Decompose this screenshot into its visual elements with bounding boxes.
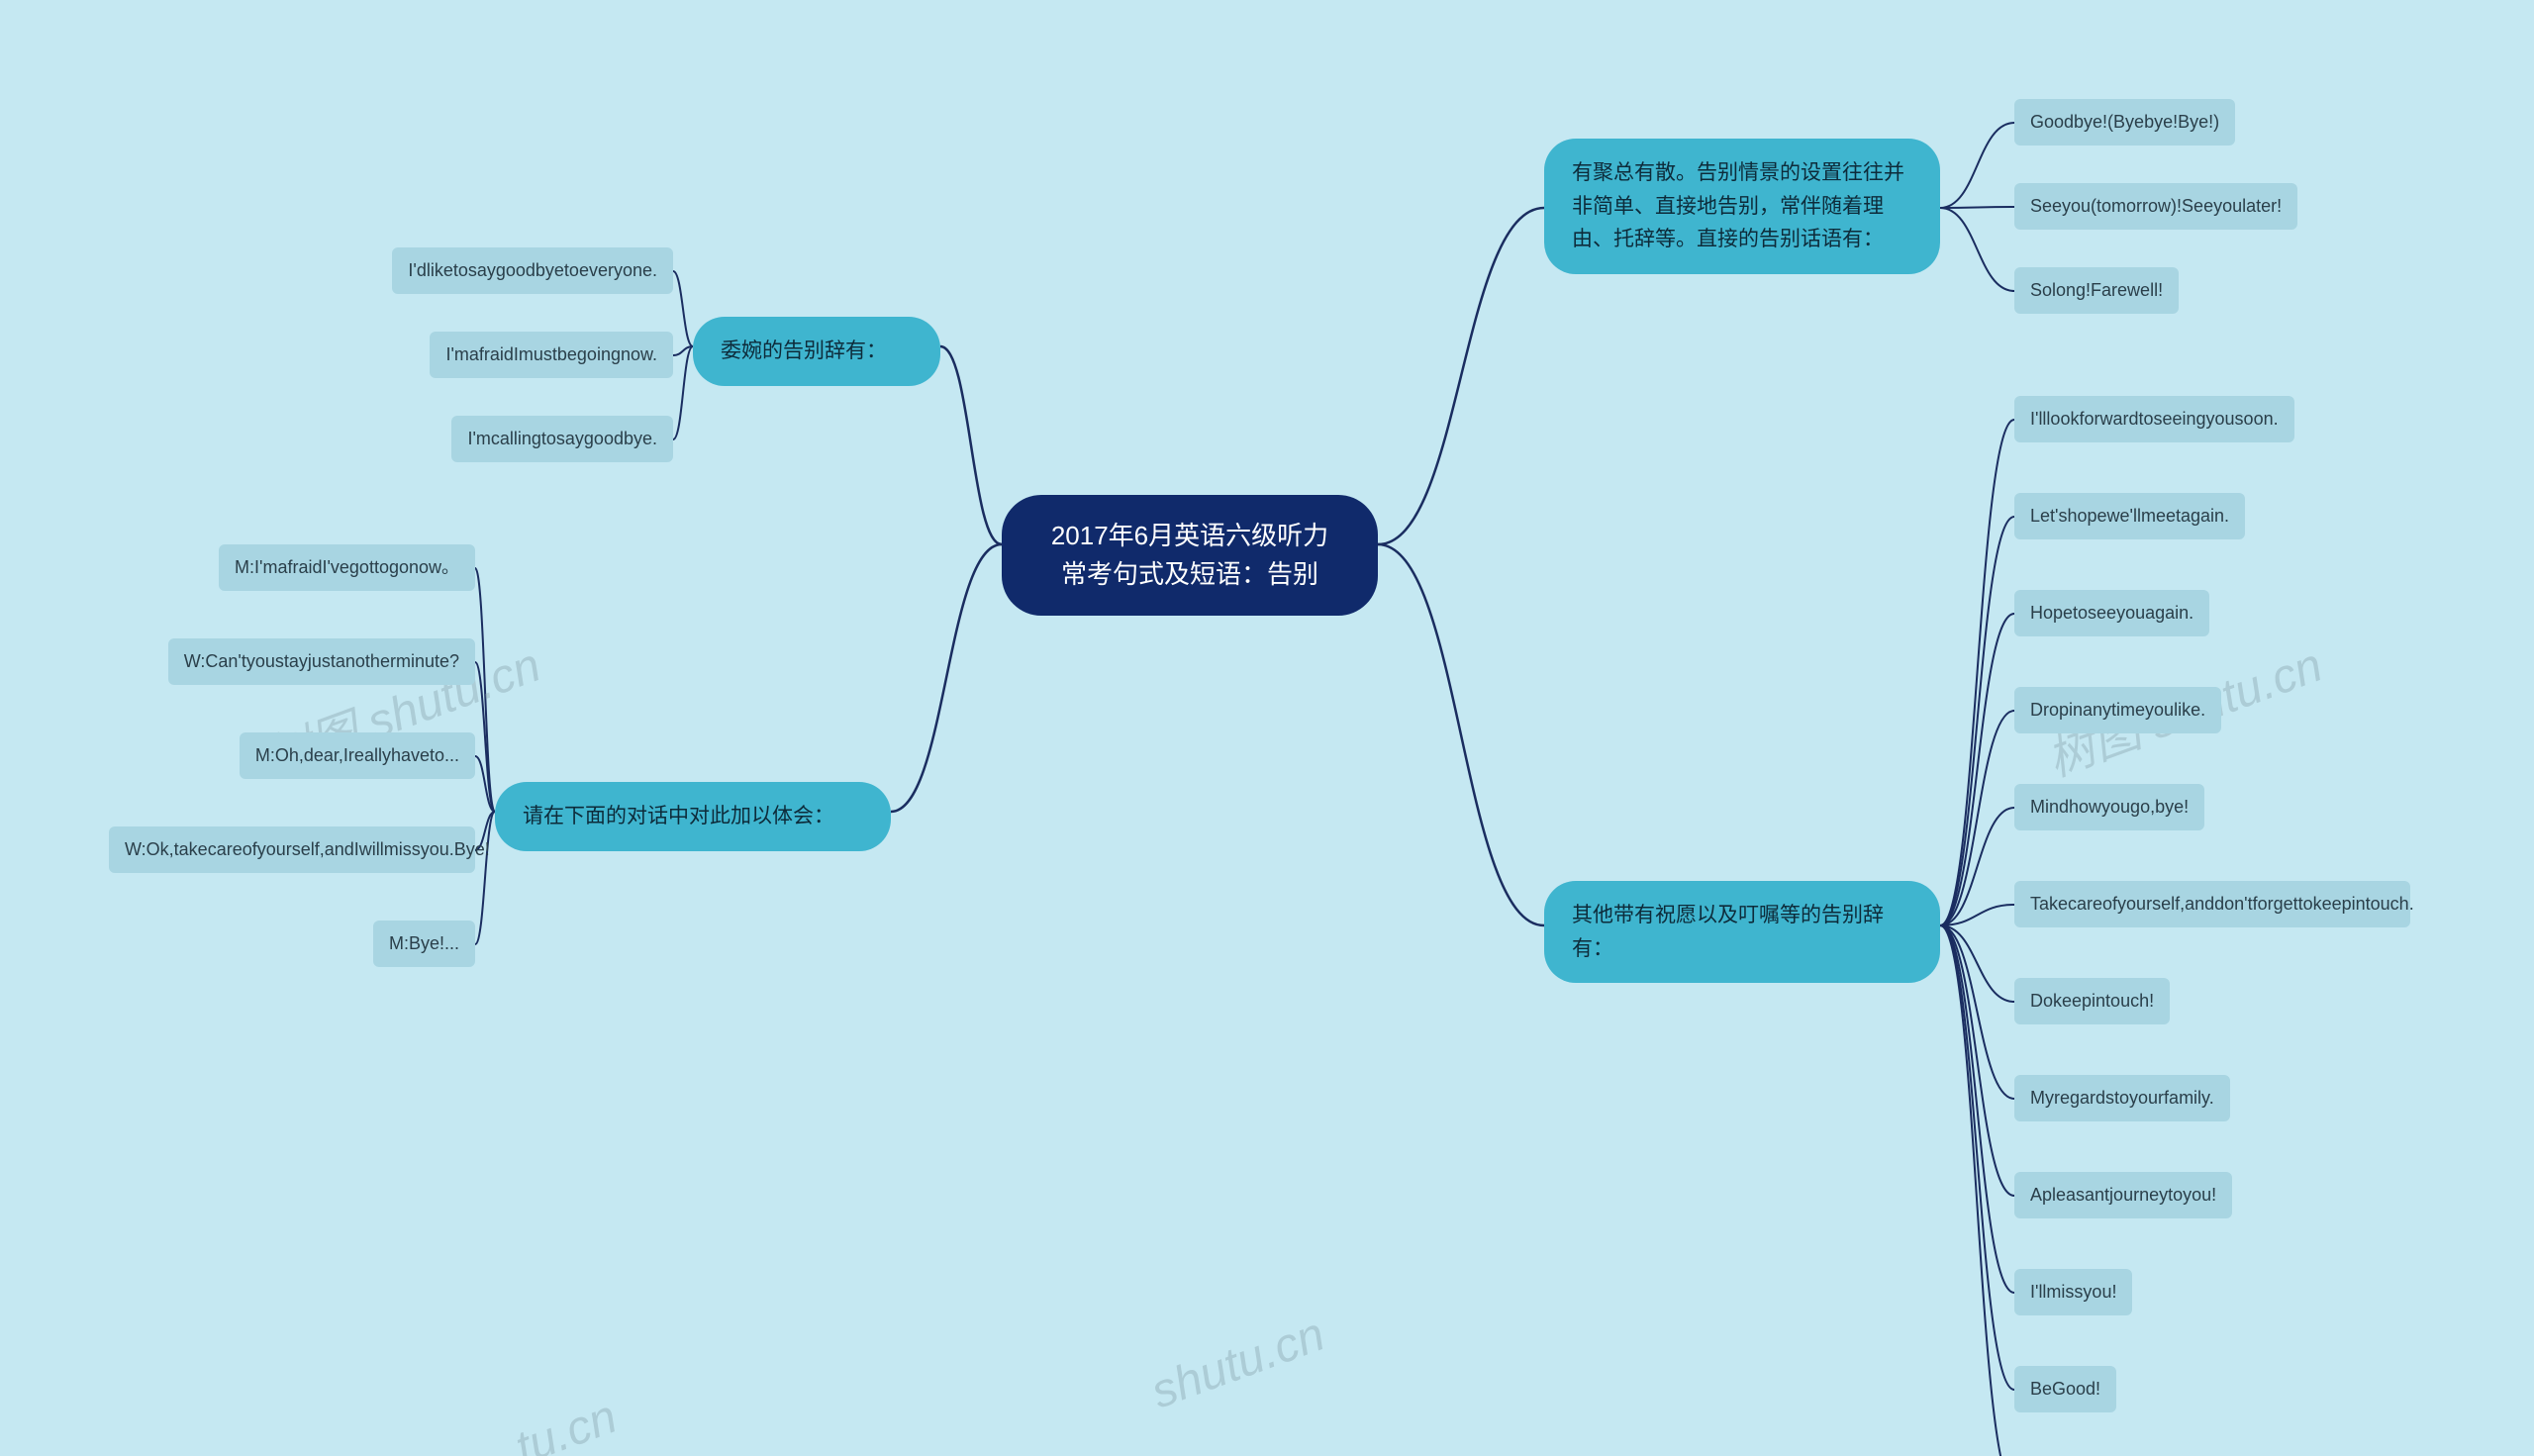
leaf-b2-8: Apleasantjourneytoyou!	[2014, 1172, 2232, 1218]
leaf-b2-5: Takecareofyourself,anddon'tforgettokeepi…	[2014, 881, 2410, 927]
branch-b1: 有聚总有散。告别情景的设置往往并非简单、直接地告别，常伴随着理由、托辞等。直接的…	[1544, 139, 1940, 274]
mindmap-canvas: 树图 shutu.cn树图 shutu.cnshutu.cntu.cn2017年…	[0, 0, 2534, 1456]
leaf-b1-1: Seeyou(tomorrow)!Seeyoulater!	[2014, 183, 2297, 230]
leaf-b2-2: Hopetoseeyouagain.	[2014, 590, 2209, 636]
leaf-b2-4: Mindhowyougo,bye!	[2014, 784, 2204, 830]
leaf-b4-0: M:I'mafraidI'vegottogonow。	[219, 544, 475, 591]
leaf-b2-9: I'llmissyou!	[2014, 1269, 2132, 1315]
leaf-b1-0: Goodbye!(Byebye!Bye!)	[2014, 99, 2235, 146]
leaf-b4-3: W:Ok,takecareofyourself,andIwillmissyou.…	[109, 826, 475, 873]
root-line1: 2017年6月英语六级听力	[1051, 521, 1328, 550]
leaf-b2-1: Let'shopewe'llmeetagain.	[2014, 493, 2245, 539]
root-node: 2017年6月英语六级听力常考句式及短语：告别	[1002, 495, 1378, 616]
leaf-b3-2: I'mcallingtosaygoodbye.	[451, 416, 673, 462]
leaf-b2-6: Dokeepintouch!	[2014, 978, 2170, 1024]
watermark: shutu.cn	[1144, 1308, 1331, 1420]
leaf-b3-0: I'dliketosaygoodbyetoeveryone.	[392, 247, 673, 294]
leaf-b4-4: M:Bye!...	[373, 921, 475, 967]
branch-b4: 请在下面的对话中对此加以体会：	[495, 782, 891, 851]
leaf-b2-0: I'lllookforwardtoseeingyousoon.	[2014, 396, 2294, 442]
branch-b3: 委婉的告别辞有：	[693, 317, 940, 386]
leaf-b3-1: I'mafraidImustbegoingnow.	[430, 332, 673, 378]
leaf-b2-3: Dropinanytimeyoulike.	[2014, 687, 2221, 733]
leaf-b2-10: BeGood!	[2014, 1366, 2116, 1412]
root-line2: 常考句式及短语：告别	[1061, 559, 1318, 589]
watermark: tu.cn	[509, 1390, 625, 1456]
leaf-b2-7: Myregardstoyourfamily.	[2014, 1075, 2230, 1121]
leaf-b4-2: M:Oh,dear,Ireallyhaveto...	[240, 732, 475, 779]
leaf-b4-1: W:Can'tyoustayjustanotherminute?	[168, 638, 475, 685]
branch-b2: 其他带有祝愿以及叮嘱等的告别辞有：	[1544, 881, 1940, 983]
leaf-b1-2: Solong!Farewell!	[2014, 267, 2179, 314]
